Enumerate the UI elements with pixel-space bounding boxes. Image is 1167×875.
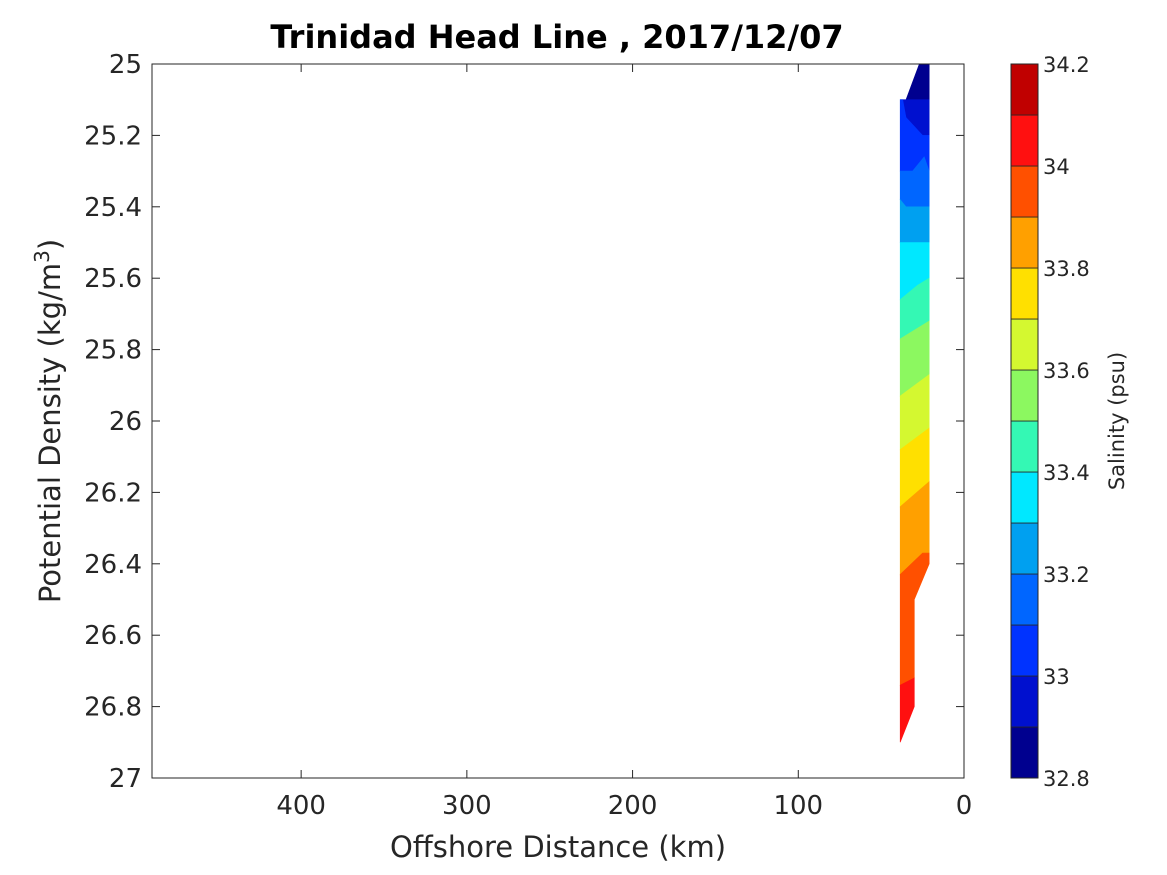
colorbar-swatch-7 xyxy=(1010,369,1039,422)
colorbar-tick-label: 33.8 xyxy=(1043,257,1090,281)
colorbar-swatch-2 xyxy=(1010,624,1039,677)
y-tick-label: 26.6 xyxy=(84,621,142,651)
contour-bands xyxy=(899,63,930,743)
y-tick-label: 26.4 xyxy=(84,550,142,580)
x-tick-label: 300 xyxy=(442,791,492,821)
y-tick-label: 26 xyxy=(109,407,142,437)
y-tick-label: 25.6 xyxy=(84,264,142,294)
colorbar-tick-label: 32.8 xyxy=(1043,767,1090,791)
y-axis-label: Potential Density (kg/m3) xyxy=(30,239,67,603)
colorbar-swatch-6 xyxy=(1010,420,1039,473)
colorbar-swatch-9 xyxy=(1010,267,1039,320)
contour-band-6 xyxy=(899,277,930,340)
axis-ticks: 400 300 200 100 0 25 25.2 25.4 25.6 25.8 26 26.2 26.… xyxy=(84,50,972,821)
plot-area xyxy=(152,64,964,778)
colorbar-tick-label: 33.4 xyxy=(1043,461,1090,485)
y-axis-label-superscript: 3 xyxy=(30,250,54,263)
x-tick-label: 100 xyxy=(773,791,823,821)
y-tick-label: 25.2 xyxy=(84,121,142,151)
y-tick-label: 26.8 xyxy=(84,693,142,723)
colorbar-swatch-10 xyxy=(1010,216,1039,269)
chart-title: Trinidad Head Line , 2017/12/07 xyxy=(270,18,843,56)
y-tick-label: 25.4 xyxy=(84,193,142,223)
colorbar-tick-label: 33.2 xyxy=(1043,563,1090,587)
contour-band-4 xyxy=(899,198,930,243)
colorbar-swatch-13 xyxy=(1010,63,1039,116)
colorbar-swatch-1 xyxy=(1010,675,1039,728)
y-tick-label: 27 xyxy=(109,764,142,794)
y-tick-label: 26.2 xyxy=(84,478,142,508)
x-tick-label: 200 xyxy=(608,791,658,821)
colorbar-frame xyxy=(1010,63,1039,779)
x-axis-label: Offshore Distance (km) xyxy=(390,830,726,864)
colorbar-swatch-5 xyxy=(1010,471,1039,524)
x-tick-label: 0 xyxy=(956,791,973,821)
colorbar-swatch-3 xyxy=(1010,573,1039,626)
colorbar-tick-label: 33.6 xyxy=(1043,359,1090,383)
colorbar-label: Salinity (psu) xyxy=(1105,352,1129,490)
colorbar-swatch-8 xyxy=(1010,318,1039,371)
x-tick-label: 400 xyxy=(276,791,326,821)
y-axis-label-main: Potential Density (kg/m xyxy=(33,263,67,603)
y-tick-label: 25.8 xyxy=(84,336,142,366)
plot-frame xyxy=(151,63,965,779)
colorbar-swatch-11 xyxy=(1010,165,1039,218)
colorbar: 32.8 33 33.2 33.4 33.6 33.8 34 34.2 xyxy=(1010,53,1090,791)
colorbar-swatch-0 xyxy=(1010,726,1039,779)
contour-band-12 xyxy=(899,677,915,743)
colorbar-tick-label: 33 xyxy=(1043,665,1070,689)
colorbar-swatch-12 xyxy=(1010,114,1039,167)
colorbar-tick-label: 34 xyxy=(1043,155,1070,179)
y-axis-label-close: ) xyxy=(33,239,67,250)
colorbar-tick-label: 34.2 xyxy=(1043,53,1090,77)
colorbar-swatch-4 xyxy=(1010,522,1039,575)
y-tick-label: 25 xyxy=(109,50,142,80)
